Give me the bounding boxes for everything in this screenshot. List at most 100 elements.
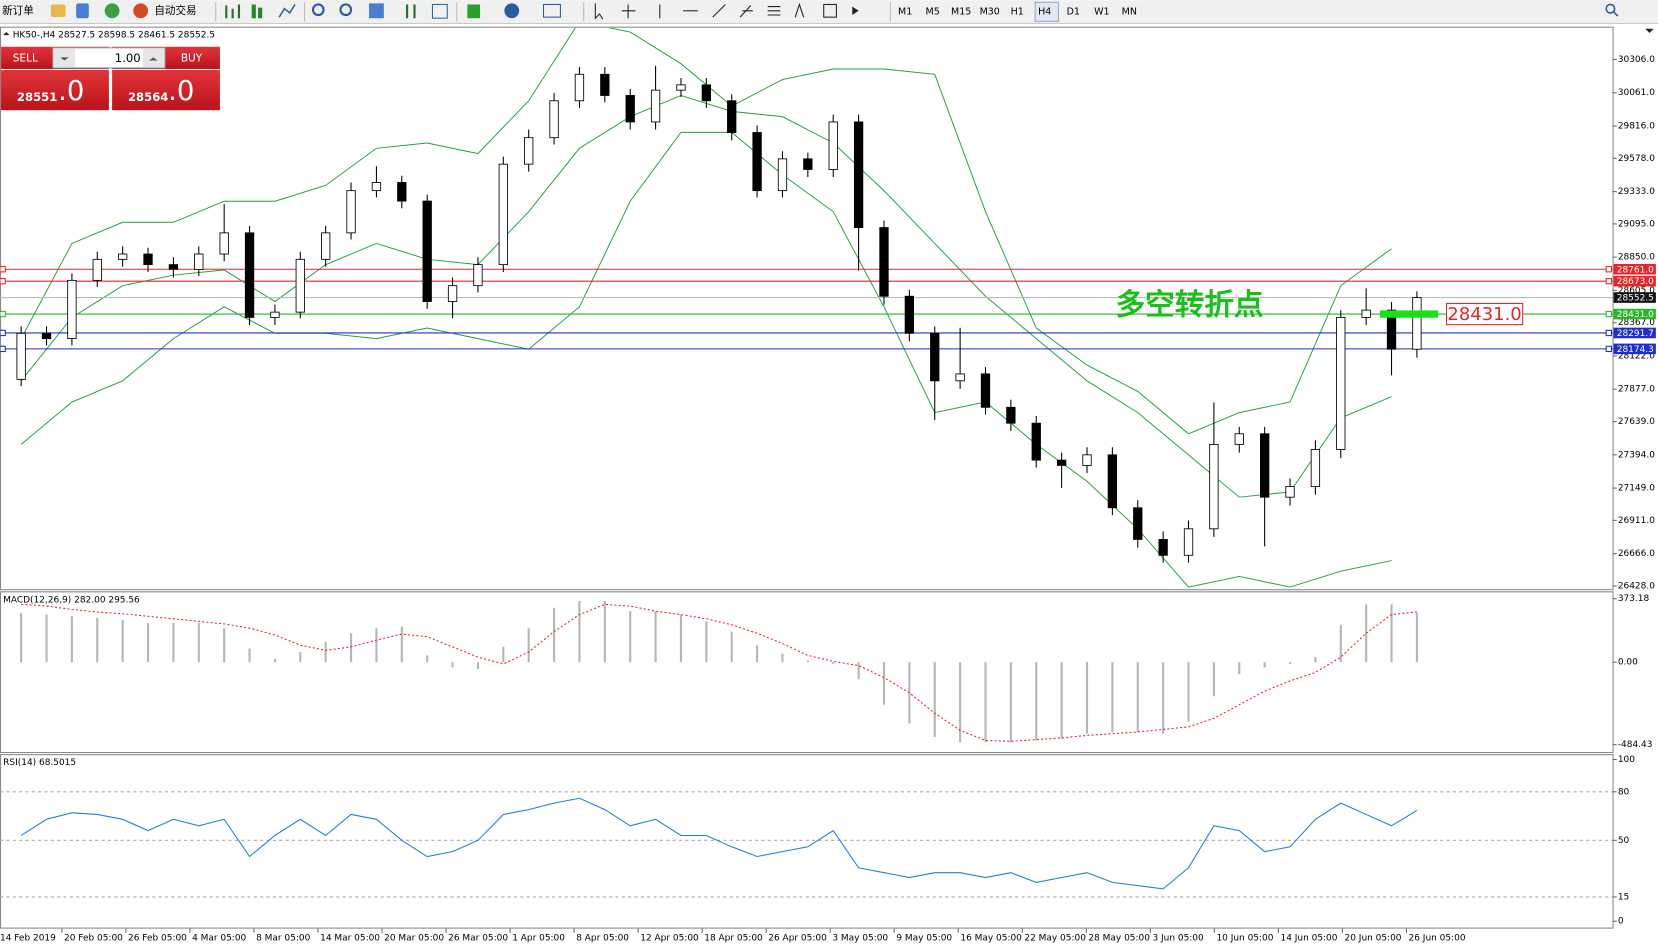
- macd-bar: [705, 621, 708, 663]
- level-price-label: 28174.3: [1617, 345, 1654, 355]
- candle-body: [168, 264, 179, 270]
- level-price-tag: [1613, 275, 1656, 287]
- x-tick-label: 4 Mar 05:00: [192, 934, 246, 944]
- timeframe-button[interactable]: M5: [926, 6, 940, 17]
- up-arrow: [149, 57, 158, 61]
- macd-title: MACD(12,26,9) 282.00 295.56: [3, 595, 140, 605]
- macd-bar: [273, 658, 276, 663]
- y-tick-label: 15: [1618, 892, 1629, 902]
- current-price-tag: [1613, 292, 1656, 303]
- x-tick-label: 26 Feb 05:00: [128, 934, 187, 944]
- lot-value: 1.00: [115, 51, 141, 65]
- timeframe-button[interactable]: D1: [1067, 6, 1080, 17]
- candle-body: [752, 132, 762, 192]
- candle-body: [1107, 454, 1118, 509]
- candle-body: [321, 232, 331, 260]
- macd-bar: [781, 653, 784, 663]
- x-tick-label: 18 Apr 05:00: [704, 934, 763, 944]
- macd-bar: [1263, 662, 1266, 668]
- macd-bar: [1314, 657, 1317, 663]
- macd-bar: [984, 662, 987, 743]
- macd-bar: [756, 645, 759, 663]
- timeframe-button[interactable]: M1: [898, 6, 912, 17]
- level-price-label: 28291.7: [1617, 329, 1654, 339]
- candle-body: [676, 84, 686, 91]
- level-price-label: 28761.0: [1617, 265, 1654, 275]
- timeframe-button[interactable]: W1: [1094, 6, 1109, 17]
- macd-bar: [502, 646, 505, 663]
- timeframe-button[interactable]: H1: [1011, 6, 1024, 17]
- x-tick-label: 1 Apr 05:00: [512, 934, 565, 944]
- candle-body: [1234, 433, 1244, 445]
- candle-body: [879, 227, 889, 297]
- rsi-line: [20, 797, 1418, 890]
- level-price-label: 28431.0: [1617, 310, 1654, 320]
- sell-price: 28551: [17, 90, 57, 104]
- candle-body: [447, 285, 458, 302]
- new-order-button[interactable]: 新订单: [2, 4, 34, 17]
- y-tick-label: 29095.0: [1618, 219, 1655, 229]
- macd-bar: [603, 600, 606, 663]
- x-tick-label: 20 Mar 05:00: [384, 934, 444, 944]
- macd-bar: [1136, 662, 1139, 732]
- macd-bar: [1365, 604, 1368, 663]
- y-tick-label: 28367.0: [1618, 318, 1655, 328]
- macd-bar: [629, 611, 632, 663]
- x-tick-label: 14 Feb 2019: [0, 934, 56, 944]
- y-tick-label: 26428.0: [1618, 581, 1655, 591]
- level-handle: [1605, 278, 1613, 285]
- candle-body: [549, 100, 559, 139]
- macd-bar: [96, 617, 99, 663]
- macd-bar: [349, 633, 353, 663]
- level-handle: [1605, 310, 1613, 318]
- y-tick-label: 27149.0: [1618, 484, 1655, 494]
- level-price-tag: [1613, 343, 1656, 355]
- x-tick-label: 26 Mar 05:00: [448, 934, 508, 944]
- collapse-arrow[interactable]: [3, 31, 10, 36]
- x-tick-label: 22 May 05:00: [1024, 934, 1086, 944]
- macd-bar: [1415, 612, 1418, 663]
- timeframe-button[interactable]: M15: [951, 6, 971, 17]
- level-handle: [1605, 345, 1613, 353]
- timeframe-button[interactable]: M30: [980, 6, 1000, 17]
- x-tick-label: 20 Jun 05:00: [1345, 934, 1402, 944]
- candle-body: [41, 332, 52, 340]
- candle-body: [422, 200, 432, 302]
- y-tick-label: 30306.0: [1618, 55, 1655, 65]
- lot-field[interactable]: [52, 47, 166, 69]
- macd-bar: [553, 607, 556, 663]
- candle-body: [777, 158, 788, 192]
- buy-price: 28564: [128, 90, 168, 104]
- level-price-tag: [1613, 308, 1656, 320]
- candle-body: [1183, 528, 1194, 556]
- y-tick-label: 27639.0: [1618, 417, 1655, 427]
- candle-body: [92, 258, 102, 281]
- buy-price-box[interactable]: [112, 70, 220, 111]
- buy-label: BUY: [181, 52, 203, 64]
- marker-label: 28431.0: [1447, 304, 1521, 325]
- timeframe-button[interactable]: MN: [1122, 6, 1137, 17]
- level-handle: [1605, 266, 1613, 273]
- candle-body: [371, 182, 382, 192]
- candle-body: [1056, 459, 1067, 466]
- macd-bar: [1085, 662, 1089, 734]
- sell-label: SELL: [13, 52, 38, 64]
- timeframe-button[interactable]: H4: [1038, 6, 1051, 17]
- auto-trading-button[interactable]: 自动交易: [154, 4, 196, 17]
- candle-body: [1006, 406, 1016, 424]
- macd-bar: [1060, 662, 1063, 739]
- symbol-header: HK50-,H4 28527.5 28598.5 28461.5 28552.5: [13, 31, 215, 41]
- toolbar: [0, 0, 1658, 24]
- candle-body: [650, 89, 661, 123]
- macd-bar: [882, 662, 886, 705]
- candle-body: [1336, 317, 1346, 450]
- x-tick-label: 12 Apr 05:00: [640, 934, 699, 944]
- macd-bar: [476, 662, 480, 670]
- candle-body: [980, 373, 991, 408]
- candle-body: [473, 264, 483, 287]
- rsi-title: RSI(14) 68.5015: [3, 758, 76, 768]
- y-tick-label: 0.00: [1618, 658, 1638, 668]
- x-tick-label: 16 May 05:00: [960, 934, 1022, 944]
- macd-bar: [857, 662, 860, 680]
- sell-price-box[interactable]: [1, 70, 109, 111]
